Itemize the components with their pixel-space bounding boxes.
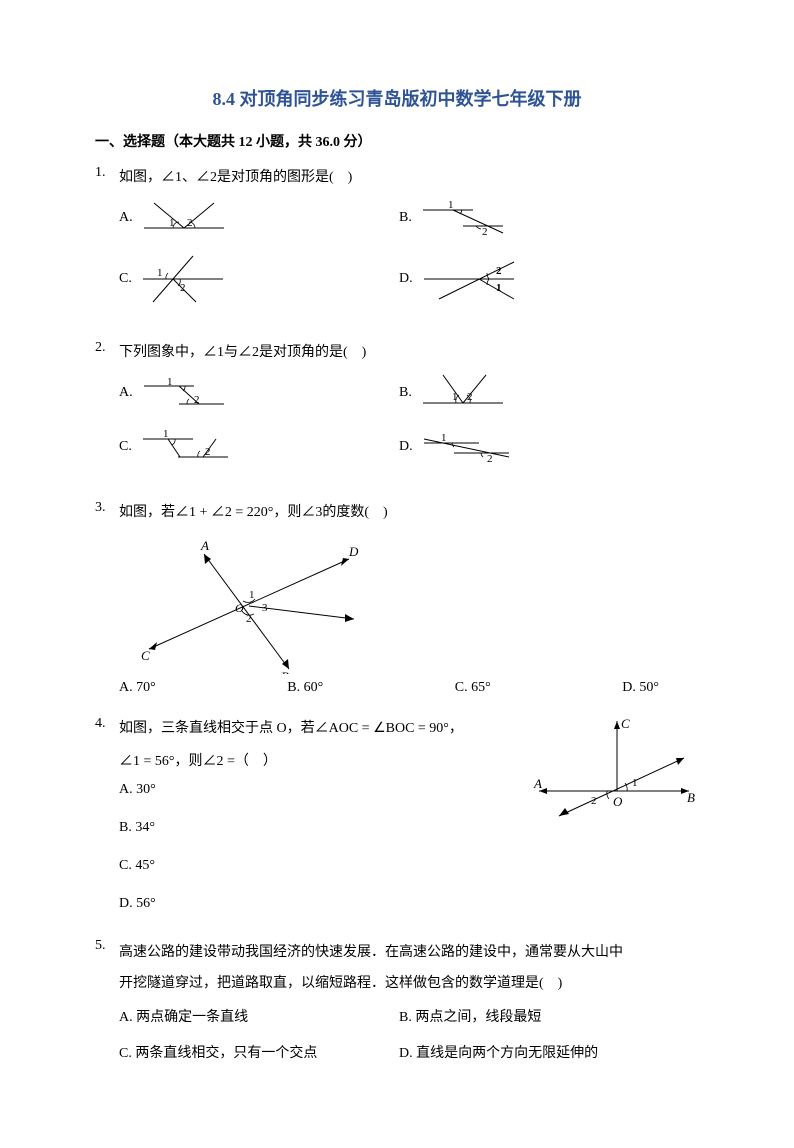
svg-text:2: 2 [482,226,488,238]
page: 8.4 对顶角同步练习青岛版初中数学七年级下册 一、选择题（本大题共 12 小题… [0,0,794,1148]
q2-fig-d: 1 2 [419,429,514,464]
q5-line2: 开挖隧道穿过，把道路取直，以缩短路程．这样做包含的数学道理是( ) [119,969,699,1000]
svg-text:B: B [687,790,695,805]
q2-option-c: C. 1 2 [119,429,379,464]
q2-fig-b: 1 2 [418,373,508,413]
q4-figure: A B C O 1 2 [529,716,699,826]
svg-text:1: 1 [163,429,169,440]
q1-text: 如图，∠1、∠2是对顶角的图形是( ) [119,165,699,190]
svg-text:2: 2 [591,795,597,807]
q2-option-a: A. 1 2 [119,376,379,411]
question-3: 3. 如图，若∠1 + ∠2 = 220°，则∠3的度数( ) A D C [95,500,699,695]
svg-text:1: 1 [632,777,638,789]
q1-number: 1. [95,165,119,320]
q2-fig-a: 1 2 [139,376,229,411]
q1-fig-b: 1 2 [418,198,508,238]
q3-option-c: C. 65° [455,680,491,696]
q2-number: 2. [95,340,119,480]
q2-fig-c: 1 2 [138,429,233,464]
svg-text:2: 2 [487,453,493,464]
svg-text:C: C [621,716,630,731]
q3-figure: A D C B O 1 2 3 [119,534,379,674]
q2-option-b: B. 1 2 [399,373,659,413]
svg-text:O: O [613,794,623,809]
q5-option-a: A. 两点确定一条直线 [119,1006,379,1026]
svg-text:C: C [141,648,150,663]
q5-number: 5. [95,938,119,1078]
q4-option-c: C. 45° [119,858,509,874]
q3-text: 如图，若∠1 + ∠2 = 220°，则∠3的度数( ) [119,500,699,525]
svg-text:2: 2 [205,446,211,458]
q4-text1: 如图，三条直线相交于点 O，若∠AOC = ∠BOC = 90°， [119,716,529,741]
q2-option-d: D. 1 2 [399,429,659,464]
q3-option-d: D. 50° [622,680,659,696]
q4-text2: ∠1 = 56°，则∠2 =（ ） [119,749,529,774]
q5-option-b: B. 两点之间，线段最短 [399,1006,659,1026]
svg-text:A: A [200,538,209,553]
q1-fig-d: 2 1 [419,254,519,304]
q5-option-d: D. 直线是向两个方向无限延伸的 [399,1042,659,1062]
question-4: 4. 如图，三条直线相交于点 O，若∠AOC = ∠BOC = 90°， ∠1 … [95,716,699,918]
page-title: 8.4 对顶角同步练习青岛版初中数学七年级下册 [95,85,699,111]
svg-text:2: 2 [180,282,186,294]
q5-option-c: C. 两条直线相交，只有一个交点 [119,1042,379,1062]
svg-text:A: A [533,776,542,791]
q3-option-b: B. 60° [287,680,323,696]
svg-text:1: 1 [448,199,454,211]
q1-fig-c: 1 2 [138,254,228,304]
svg-text:O: O [235,601,244,615]
svg-text:1: 1 [169,217,175,229]
question-1: 1. 如图，∠1、∠2是对顶角的图形是( ) A. 1 2 [95,165,699,320]
question-2: 2. 下列图象中，∠1与∠2是对顶角的是( ) A. 1 2 [95,340,699,480]
q5-line1: 高速公路的建设带动我国经济的快速发展．在高速公路的建设中，通常要从大山中 [119,938,699,969]
svg-text:1: 1 [441,432,447,444]
q3-number: 3. [95,500,119,695]
question-5: 5. 高速公路的建设带动我国经济的快速发展．在高速公路的建设中，通常要从大山中 … [95,938,699,1078]
svg-text:1: 1 [167,376,173,388]
q1-option-a: A. 1 2 [119,198,379,238]
svg-text:D: D [348,544,359,559]
svg-text:3: 3 [262,602,268,614]
q4-option-b: B. 34° [119,820,509,836]
q1-fig-a: 1 2 [139,198,229,238]
svg-text:2: 2 [194,394,200,406]
q1-option-c: C. 1 2 [119,254,379,304]
svg-text:B: B [281,669,289,674]
svg-text:2: 2 [496,265,502,277]
q1-option-b: B. 1 2 [399,198,659,238]
q1-option-d: D. 2 1 [399,254,659,304]
q2-text: 下列图象中，∠1与∠2是对顶角的是( ) [119,340,699,365]
svg-text:1: 1 [496,282,502,294]
svg-text:1: 1 [249,589,255,601]
svg-text:1: 1 [157,267,163,279]
q4-option-a: A. 30° [119,782,509,798]
q3-option-a: A. 70° [119,680,156,696]
q4-number: 4. [95,716,119,918]
q4-option-d: D. 56° [119,896,509,912]
section-header: 一、选择题（本大题共 12 小题，共 36.0 分） [95,131,699,151]
